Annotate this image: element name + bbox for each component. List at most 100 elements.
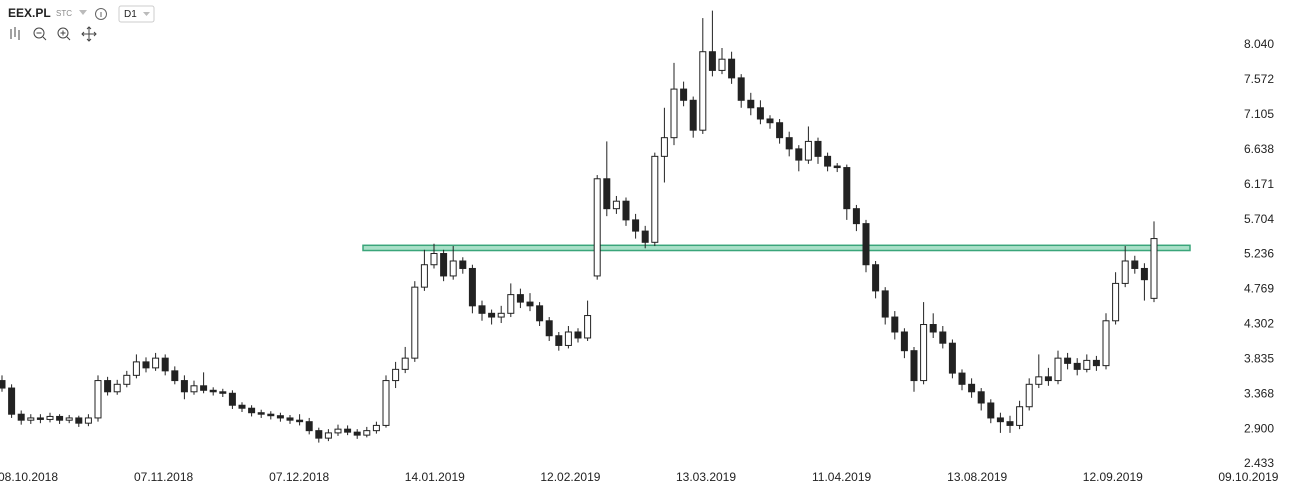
interval: D1 [124,9,137,20]
candle-body [516,294,524,303]
candle-body [910,350,918,382]
candle-body [65,417,73,421]
candle-body [353,431,361,436]
candle-body [180,380,188,393]
candle-body [833,165,841,169]
y-tick-label: 7.572 [1244,72,1274,86]
candle-body [1140,267,1148,281]
candle-body [920,324,928,382]
chart-type-tool[interactable] [10,27,20,40]
y-tick-label: 3.368 [1244,386,1274,400]
candle-body [200,385,208,391]
dropdown-arrow[interactable] [79,10,87,15]
candle-body [612,200,620,210]
symbol-tag: STC [56,9,72,18]
candle-body [440,253,448,277]
candle-body [574,331,582,339]
candle-body [708,51,716,71]
x-tick-label: 13.08.2019 [947,470,1007,484]
candle-body [459,260,467,269]
candle-body [296,419,304,423]
candle-body [8,387,16,415]
y-tick-label: 6.171 [1244,177,1274,191]
candle-body [248,407,256,414]
candle-body [545,320,553,337]
interval-select[interactable] [118,5,155,23]
candle-body [430,253,438,266]
candle-body [1025,383,1033,408]
candle-body [680,88,688,101]
x-tick-label: 07.11.2018 [134,470,193,484]
candle-body [507,294,515,314]
candle-body [804,140,812,161]
resistance-zone [362,244,1191,252]
candle-body [564,331,572,346]
y-tick-label: 2.433 [1244,456,1274,470]
candle-body [382,380,390,426]
candle-body [670,88,678,139]
candle-body [17,413,25,421]
candle-body [334,428,342,434]
x-tick-label: 11.04.2019 [812,470,871,484]
candle-body [987,402,995,419]
candle-body [795,148,803,161]
candle-body [238,404,246,409]
info-icon[interactable] [95,8,107,20]
y-tick-label: 3.835 [1244,351,1274,365]
candle-body [555,335,563,346]
candle-body [449,260,457,277]
candle-body [324,432,332,439]
candle-body [747,99,755,109]
candle-body [958,372,966,385]
candle-body [1035,376,1043,385]
pan-tool[interactable] [81,26,97,42]
candle-body [881,290,889,318]
candle-body [977,391,985,404]
candle-body [152,357,160,369]
x-tick-label: 14.01.2019 [405,470,465,484]
candle-body [411,286,419,359]
y-tick-label: 5.236 [1244,247,1274,261]
y-tick-label: 4.302 [1244,317,1274,331]
candle-body [872,264,880,292]
candle-body [1073,362,1081,370]
candle-body [56,415,64,421]
candle-body [593,178,601,277]
candle-body [737,77,745,101]
candle-body [190,385,198,393]
x-tick-label: 13.03.2019 [676,470,736,484]
candle-body [468,267,476,307]
zoom-in-tool[interactable] [57,27,69,39]
candle-body [891,316,899,333]
x-tick-label: 07.12.2018 [269,470,329,484]
candle-body [219,391,227,394]
candle-body [75,417,83,424]
candle-body [392,368,400,382]
candle-body [632,219,640,232]
candle-body [113,383,121,393]
interval-arrow [143,12,150,16]
candle-body [228,392,236,406]
x-tick-label: 08.10.2018 [0,470,58,484]
candle-body [209,389,217,393]
candle-body [104,380,112,393]
candle-body [948,342,956,374]
candle-body [123,374,131,385]
candle-body [161,357,169,372]
y-tick-label: 8.040 [1244,37,1274,51]
candle-body [929,324,937,333]
candle-body [824,155,832,167]
candle-body [1121,260,1129,284]
candle-body [641,230,649,243]
toolbar [10,26,97,42]
candle-body [718,58,726,71]
candle-body [142,361,150,369]
candle-body [1064,357,1072,364]
zoom-out-tool[interactable] [33,27,45,39]
candle-body [1092,359,1100,367]
candle-body [776,122,784,139]
candle-body [996,417,1004,423]
candle-body [305,421,313,432]
candle-body [401,357,409,370]
candle-body [1150,238,1158,299]
